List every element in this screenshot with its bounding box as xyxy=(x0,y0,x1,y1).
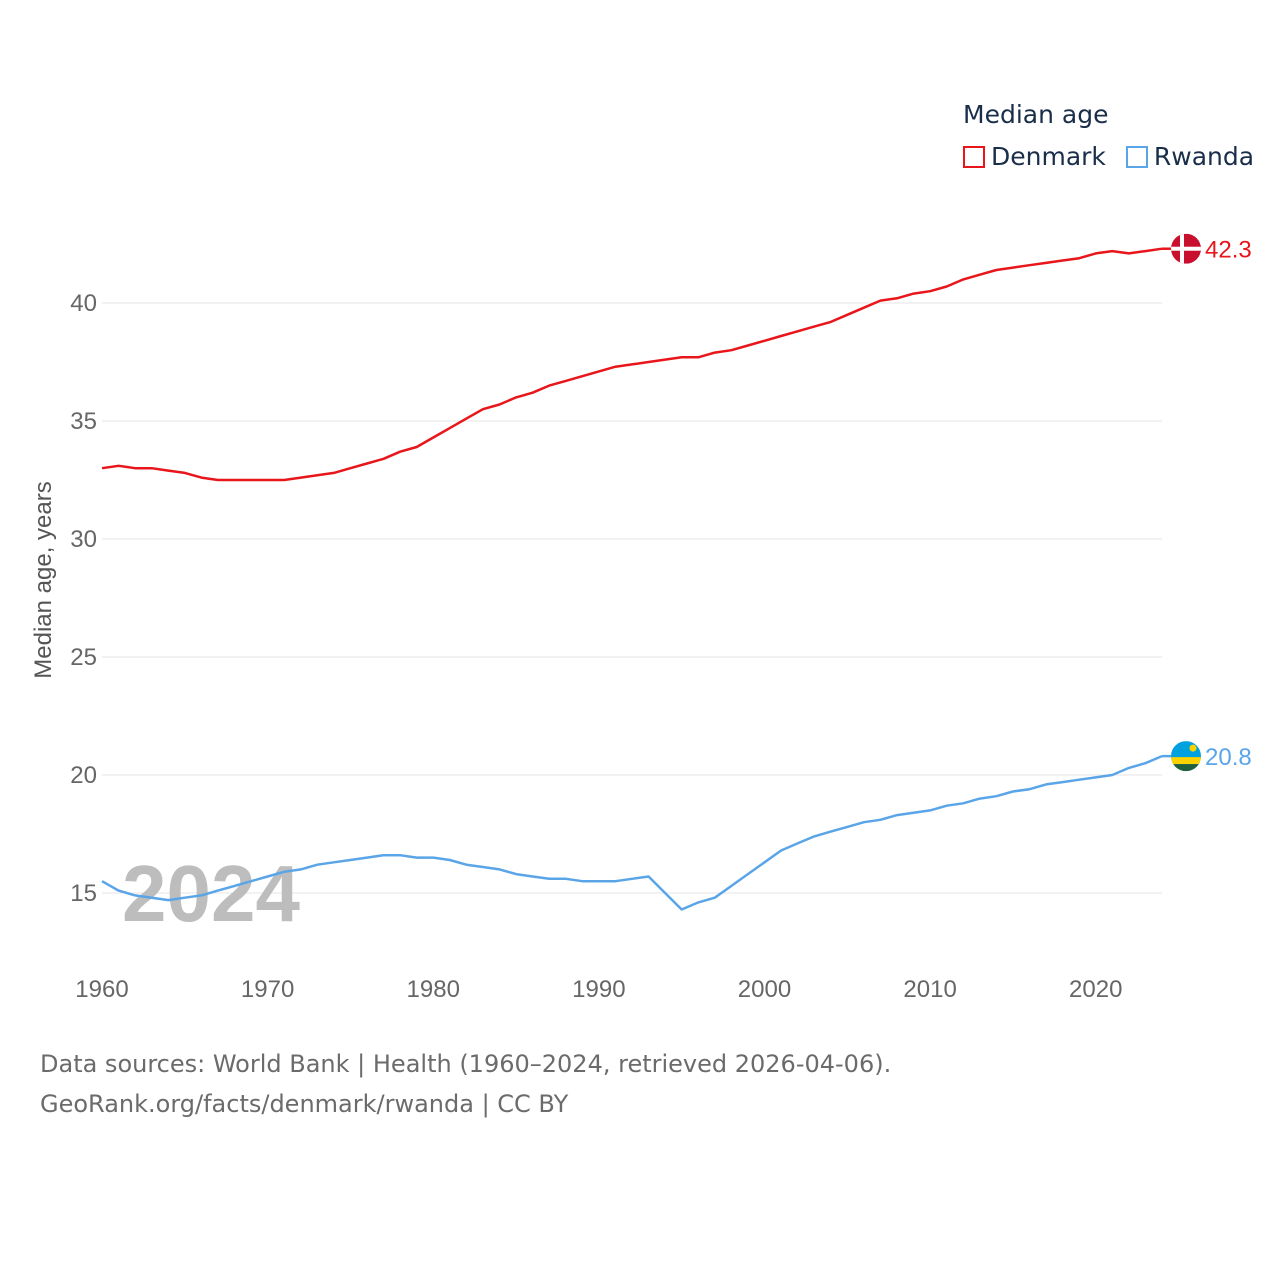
legend-swatch-rwanda xyxy=(1125,145,1148,168)
y-tick-label: 40 xyxy=(70,290,97,317)
gridlines xyxy=(102,302,1162,894)
x-tick-label: 1960 xyxy=(75,976,128,1003)
x-tick-label: 2010 xyxy=(903,976,956,1003)
legend-item-denmark[interactable]: Denmark xyxy=(963,142,1106,171)
x-tick-label: 2020 xyxy=(1069,976,1122,1003)
x-tick-label: 1980 xyxy=(407,976,460,1003)
legend-item-rwanda[interactable]: Rwanda xyxy=(1125,142,1255,171)
legend-label-denmark: Denmark xyxy=(991,142,1106,171)
legend-swatch-denmark xyxy=(963,145,985,168)
y-tick-label: 35 xyxy=(70,408,97,435)
y-tick-label: 30 xyxy=(70,526,97,553)
source-link[interactable]: GeoRank.org/facts/denmark/rwanda | CC BY xyxy=(40,1090,569,1118)
x-tick-label: 1970 xyxy=(241,976,294,1003)
y-tick-label: 15 xyxy=(70,880,97,907)
legend: Denmark Rwanda xyxy=(963,142,1274,171)
legend-title: Median age xyxy=(963,100,1109,129)
denmark-flag-icon xyxy=(1171,233,1201,264)
series-lines xyxy=(101,247,1163,911)
x-tick-label: 1990 xyxy=(572,976,625,1003)
y-axis-title: Median age, years xyxy=(30,481,57,678)
series-line-rwanda xyxy=(101,754,1163,911)
series-line-denmark xyxy=(101,247,1163,482)
x-tick-label: 2000 xyxy=(738,976,791,1003)
rwanda-flag-icon xyxy=(1171,741,1201,772)
y-axis-ticks: 15 20 25 30 35 40 xyxy=(70,290,97,907)
end-value-label-rwanda: 20.8 xyxy=(1205,744,1252,771)
legend-label-rwanda: Rwanda xyxy=(1153,142,1255,171)
x-axis-ticks: 1960 1970 1980 1990 2000 2010 2020 xyxy=(75,976,1122,1003)
series-end-labels: 42.3 20.8 xyxy=(1162,233,1252,772)
y-tick-label: 20 xyxy=(70,762,97,789)
data-source-note: Data sources: World Bank | Health (1960–… xyxy=(40,1050,892,1078)
y-tick-label: 25 xyxy=(70,644,97,671)
footer: Data sources: World Bank | Health (1960–… xyxy=(40,1044,891,1124)
end-value-label-denmark: 42.3 xyxy=(1205,237,1252,264)
